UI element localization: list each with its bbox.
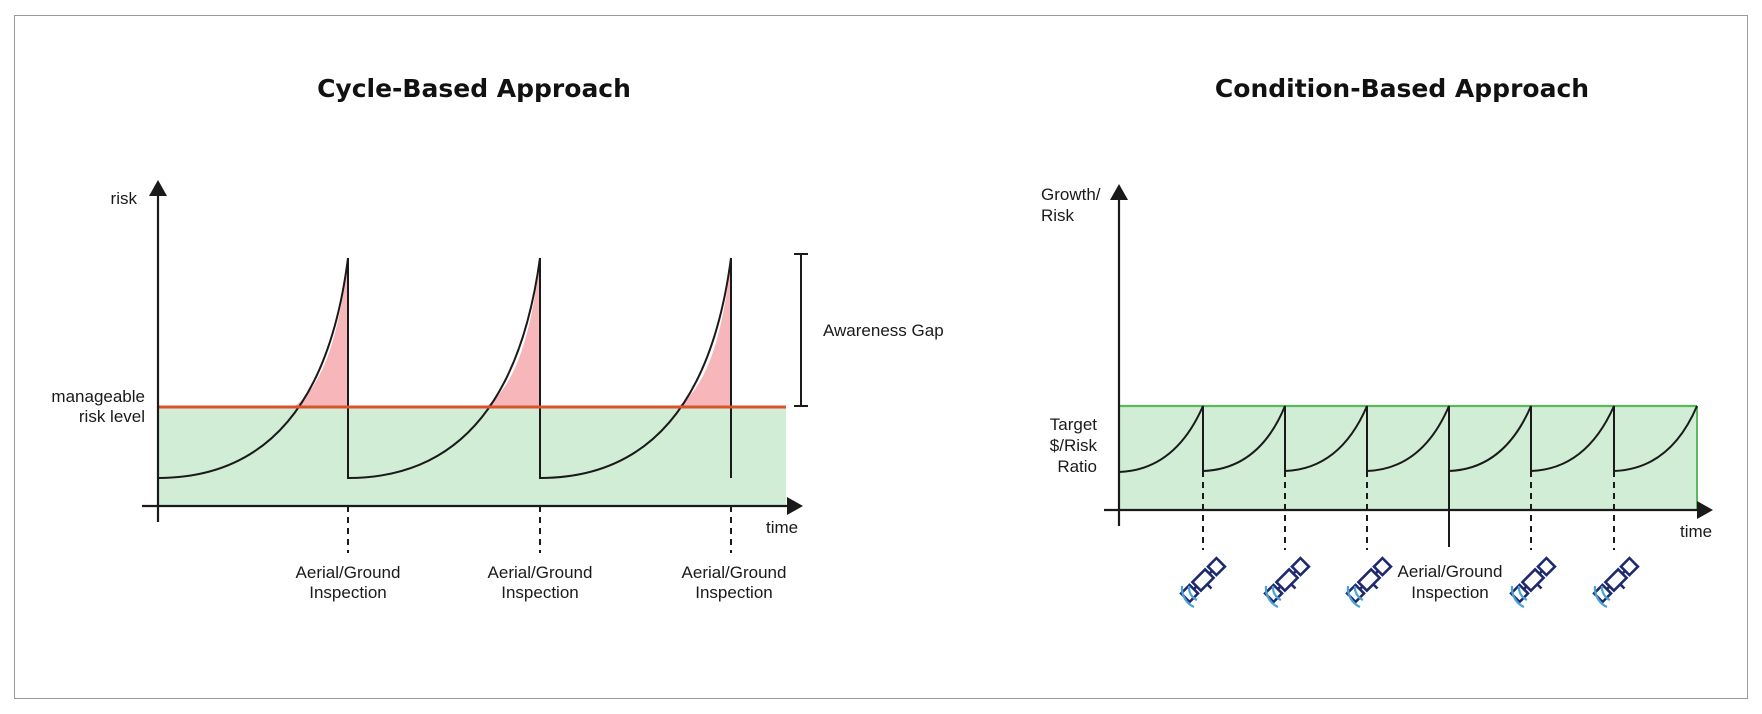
risk-excess-area (677, 258, 731, 407)
satellite-icon (1179, 556, 1231, 609)
growth-curve (1118, 405, 1698, 473)
risk-excess-area (293, 258, 348, 407)
inspection-label-line1: Aerial/Ground (296, 563, 401, 582)
inspection-label-line1: Aerial/Ground (682, 563, 787, 582)
y-axis-label-line2: Risk (1041, 206, 1075, 225)
awareness-gap-label: Awareness Gap (823, 321, 944, 340)
cycle-panel-title: Cycle-Based Approach (317, 74, 631, 103)
inspection-label-line2: Inspection (695, 583, 773, 602)
y-axis-arrow (149, 180, 167, 196)
satellite-icon (1345, 556, 1397, 609)
risk-curve (157, 257, 732, 480)
inspection-label-line1: Aerial/Ground (488, 563, 593, 582)
x-axis-arrow (787, 497, 803, 515)
manageable-zone (158, 407, 786, 506)
inspection-label-line2: Inspection (309, 583, 387, 602)
figure-frame (14, 15, 1748, 699)
risk-excess-area (485, 258, 540, 407)
x-axis-label: time (766, 518, 798, 537)
y-axis-arrow (1110, 184, 1128, 200)
x-axis-label: time (1680, 522, 1712, 541)
inspection-label-line2: Inspection (501, 583, 579, 602)
y-axis-label-line1: Growth/ (1041, 185, 1101, 204)
condition-panel-title: Condition-Based Approach (1214, 74, 1590, 103)
satellite-icon (1592, 556, 1644, 609)
cycle-chart: risk time manageable risk level Awarenes… (51, 180, 944, 602)
y-axis-label: risk (111, 189, 138, 208)
x-axis-arrow (1697, 501, 1713, 519)
satellite-icon (1263, 556, 1315, 609)
target-label-line2: $/Risk (1050, 436, 1098, 455)
inspection-label-line1: Aerial/Ground (1398, 562, 1503, 581)
threshold-label-line1: manageable (51, 387, 145, 406)
satellite-icon (1509, 556, 1561, 609)
target-label-line3: Ratio (1057, 457, 1097, 476)
condition-chart: Growth/ Risk time Target $/Risk Ratio Ae… (1041, 184, 1713, 609)
inspection-label-line2: Inspection (1411, 583, 1489, 602)
threshold-label-line2: risk level (79, 407, 145, 426)
target-label-line1: Target (1050, 415, 1098, 434)
